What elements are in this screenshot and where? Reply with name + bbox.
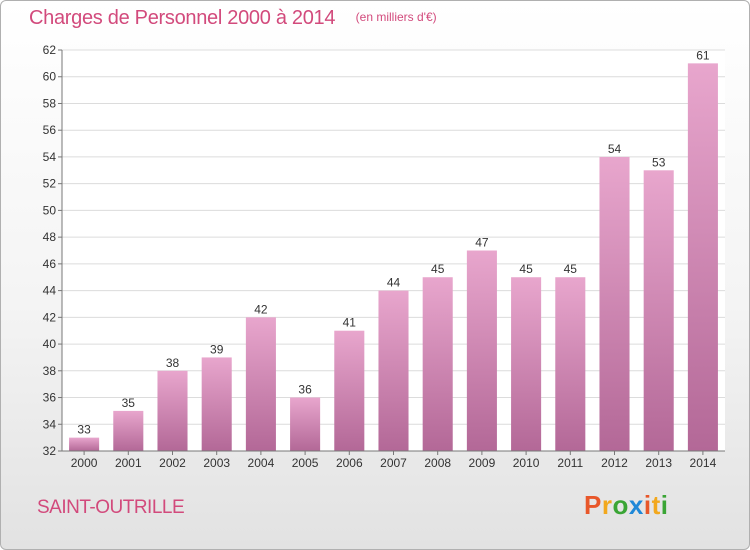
logo-letter: x <box>628 490 644 520</box>
bar <box>599 156 630 451</box>
bar <box>334 330 365 451</box>
logo-letter: o <box>612 490 629 520</box>
bar <box>466 250 497 451</box>
proxiti-logo: Proxiti <box>584 490 668 521</box>
y-tick-label: 34 <box>43 417 57 431</box>
logo-letter: r <box>601 490 613 520</box>
x-tick-label: 2004 <box>248 456 275 470</box>
bar <box>511 277 542 451</box>
bar-value-label: 45 <box>519 262 533 276</box>
bar-value-label: 61 <box>696 48 710 62</box>
x-tick-label: 2008 <box>424 456 451 470</box>
bar <box>643 170 674 452</box>
y-tick-label: 50 <box>43 203 57 217</box>
chart-subtitle: (en milliers d'€) <box>355 10 437 24</box>
bar-value-label: 33 <box>77 423 91 437</box>
x-tick-label: 2006 <box>336 456 363 470</box>
chart-title: Charges de Personnel 2000 à 2014 <box>29 7 336 29</box>
y-tick-label: 54 <box>43 150 57 164</box>
bar-value-label: 42 <box>254 302 268 316</box>
x-axis: 2000 2001 2002 2003 2004 2005 2006 2007 2008 2009… <box>62 450 725 470</box>
bar <box>687 63 718 451</box>
bar-value-label: 44 <box>387 276 401 290</box>
y-tick-label: 40 <box>43 337 57 351</box>
y-tick-label: 38 <box>43 364 57 378</box>
x-tick-label: 2003 <box>203 456 230 470</box>
bar-value-label: 54 <box>608 142 622 156</box>
bar <box>113 410 144 451</box>
bar <box>69 437 100 451</box>
x-tick-label: 2013 <box>645 456 672 470</box>
y-axis: 32 34 36 38 40 42 44 46 48 50 52 54 56 58 60 62 <box>43 43 63 458</box>
bar <box>422 277 453 451</box>
x-tick-label: 2001 <box>115 456 142 470</box>
y-tick-label: 32 <box>43 444 57 458</box>
bar-value-label: 45 <box>564 262 578 276</box>
x-tick-label: 2014 <box>690 456 717 470</box>
x-tick-label: 2000 <box>71 456 98 470</box>
logo-letter: t <box>651 490 661 520</box>
x-tick-label: 2007 <box>380 456 407 470</box>
bar <box>157 370 188 451</box>
bar <box>201 357 232 451</box>
y-tick-label: 60 <box>43 70 57 84</box>
bar <box>290 397 321 451</box>
bar <box>555 277 586 451</box>
y-tick-label: 52 <box>43 177 57 191</box>
bar <box>245 317 276 451</box>
bar-value-label: 38 <box>166 356 180 370</box>
x-tick-label: 2002 <box>159 456 186 470</box>
logo-letter: i <box>643 490 652 520</box>
x-tick-label: 2009 <box>469 456 496 470</box>
x-tick-label: 2012 <box>601 456 628 470</box>
y-tick-label: 44 <box>43 284 57 298</box>
y-tick-label: 36 <box>43 391 57 405</box>
x-tick-label: 2011 <box>557 456 583 470</box>
title-row: Charges de Personnel 2000 à 2014 (en mil… <box>29 7 437 30</box>
bar-value-label: 45 <box>431 262 445 276</box>
bar-value-label: 36 <box>298 383 312 397</box>
y-tick-label: 46 <box>43 257 57 271</box>
y-tick-label: 62 <box>43 43 57 57</box>
bar-value-label: 47 <box>475 236 489 250</box>
x-tick-label: 2010 <box>513 456 540 470</box>
commune-name: SAINT-OUTRILLE <box>37 497 185 518</box>
bar-value-label: 35 <box>122 396 136 410</box>
bar <box>378 290 409 451</box>
bar-value-label: 53 <box>652 155 666 169</box>
y-tick-label: 58 <box>43 96 57 110</box>
logo-letter: P <box>584 490 602 520</box>
y-tick-label: 42 <box>43 310 57 324</box>
y-tick-label: 56 <box>43 123 57 137</box>
y-tick-label: 48 <box>43 230 57 244</box>
bars: 33 35 38 39 42 36 41 44 45 47 45 45 54 53 61 <box>69 48 718 452</box>
bar-value-label: 41 <box>343 316 357 330</box>
logo-letter: i <box>660 490 669 520</box>
bar-value-label: 39 <box>210 342 224 356</box>
x-tick-label: 2005 <box>292 456 319 470</box>
